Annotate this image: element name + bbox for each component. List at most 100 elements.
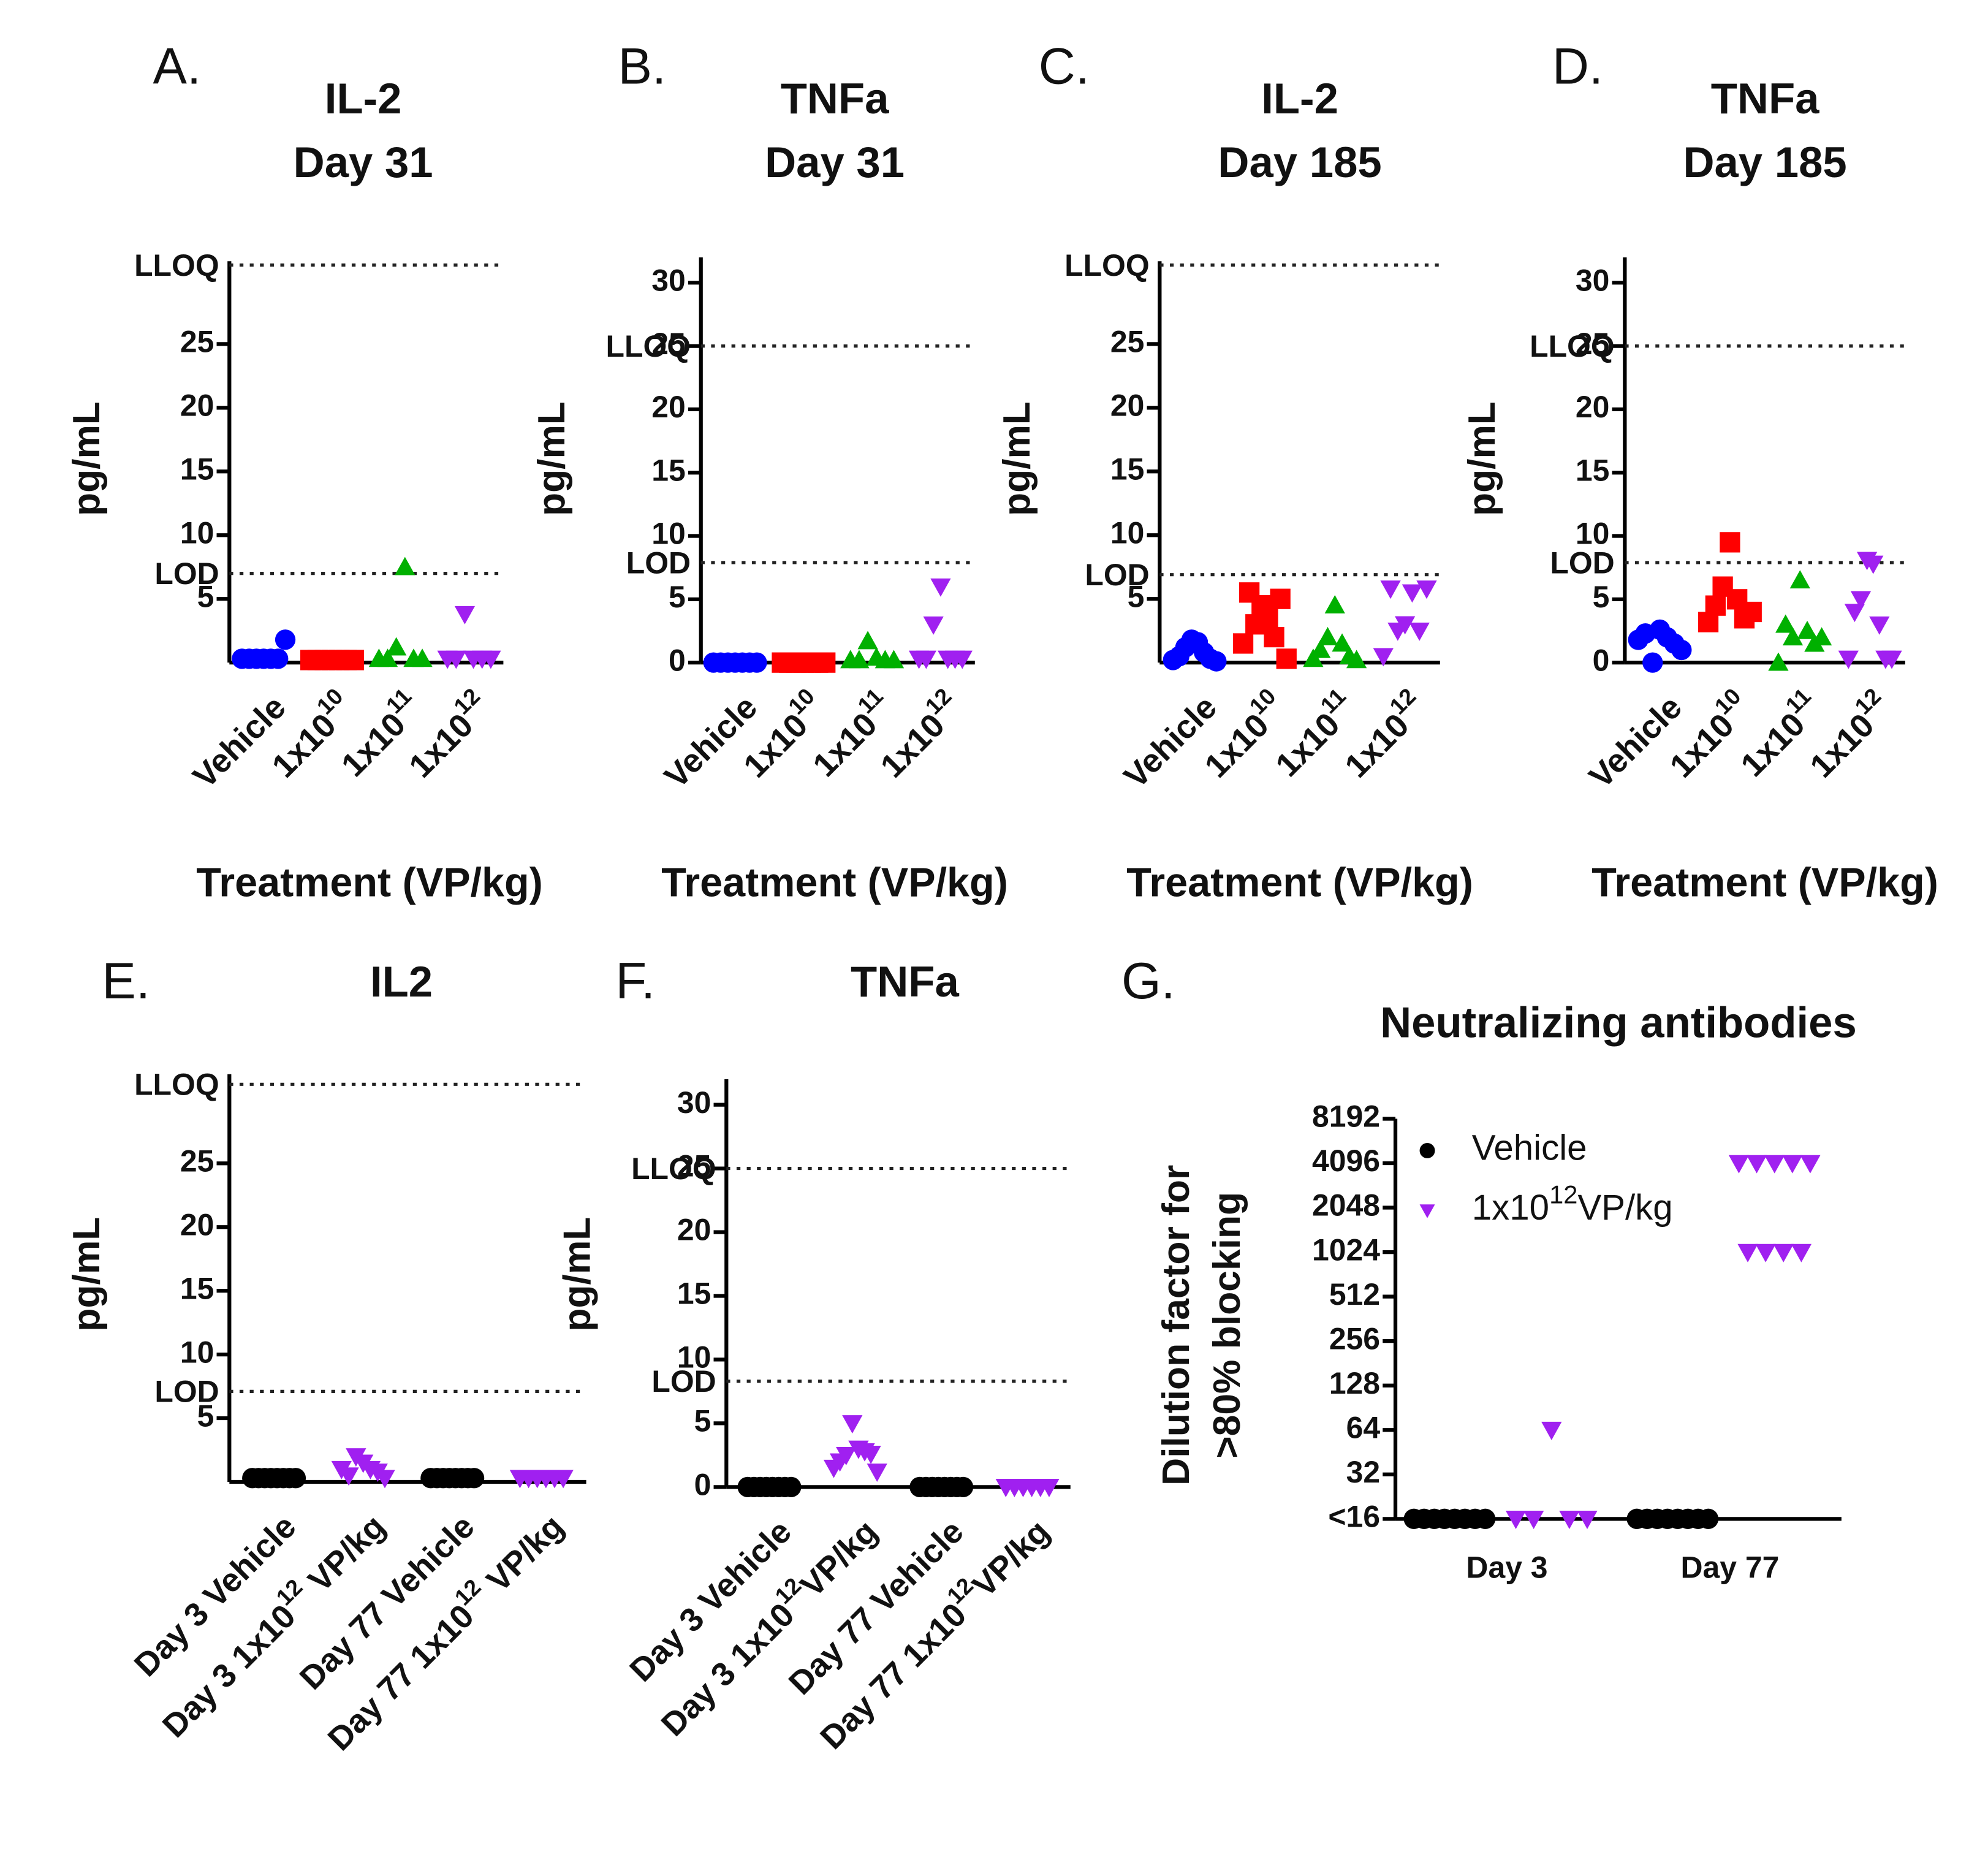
point xyxy=(338,1467,359,1486)
point xyxy=(1881,650,1902,669)
point xyxy=(1869,616,1890,635)
reference-label: LLOQ xyxy=(1064,248,1150,283)
panel-title: Day 31 xyxy=(294,138,433,186)
point xyxy=(1642,652,1663,673)
point xyxy=(1258,607,1278,629)
panel-title: Day 185 xyxy=(1683,138,1846,186)
point xyxy=(1270,588,1291,609)
y-tick-label: 0 xyxy=(694,1468,711,1502)
x-tick-label: Vehicle xyxy=(1582,689,1689,795)
y-tick-label: 10 xyxy=(180,515,214,550)
y-tick-label: 5 xyxy=(1128,579,1145,613)
y-tick-label: 20 xyxy=(1110,389,1145,423)
legend-label-part: 12 xyxy=(1549,1180,1577,1209)
legend-marker xyxy=(1419,1142,1435,1158)
x-tick-label-part: Vehicle xyxy=(658,689,764,795)
x-tick-label-part: 1x10 xyxy=(335,706,412,784)
y-axis-label: pg/mL xyxy=(66,1217,108,1332)
panel-title: Neutralizing antibodies xyxy=(1380,998,1857,1046)
point xyxy=(1782,1155,1803,1174)
y-tick-label: 20 xyxy=(677,1213,711,1247)
point xyxy=(1800,1155,1821,1174)
legend-label-part: VP/kg xyxy=(1577,1188,1672,1228)
y-tick-label: 15 xyxy=(180,452,214,486)
point xyxy=(1409,622,1430,641)
point xyxy=(1811,627,1832,646)
point xyxy=(1559,1511,1580,1529)
y-tick-label: 25 xyxy=(180,1144,214,1178)
reference-label: LOD xyxy=(626,545,691,580)
x-tick-label-part: 1x10 xyxy=(1734,706,1812,784)
y-tick-label: 25 xyxy=(1110,325,1145,359)
reference-label: LOD xyxy=(1550,545,1614,580)
panel-title: IL-2 xyxy=(325,74,402,123)
x-tick-label-part: 1x10 xyxy=(1803,707,1881,784)
x-tick-label-part: VP/kg xyxy=(473,1508,571,1606)
panel-title: TNFa xyxy=(851,957,959,1006)
point xyxy=(1746,1155,1767,1174)
point xyxy=(923,616,944,635)
point xyxy=(1505,1511,1527,1529)
point xyxy=(395,556,415,575)
panel-label: C. xyxy=(1039,37,1090,94)
point xyxy=(275,629,296,650)
point xyxy=(781,1476,802,1497)
x-axis-label: Treatment (VP/kg) xyxy=(196,860,543,906)
point xyxy=(1705,595,1726,616)
reference-label: LOD xyxy=(154,1375,219,1409)
point xyxy=(1264,626,1284,648)
legend-swatch xyxy=(1419,1204,1435,1218)
point xyxy=(857,631,878,650)
y-tick-label: 5 xyxy=(1593,580,1610,614)
point xyxy=(343,650,364,670)
x-tick-label-part: 1x10 xyxy=(402,707,480,784)
point xyxy=(1838,650,1859,669)
y-axis-label: Dilution factor for xyxy=(1155,1165,1197,1486)
legend-label-part: Vehicle xyxy=(1472,1128,1587,1168)
y-tick-label: 5 xyxy=(197,579,214,613)
y-axis-label: pg/mL xyxy=(66,401,108,516)
point xyxy=(412,648,433,667)
point xyxy=(930,578,951,597)
y-tick-label: 8192 xyxy=(1312,1099,1380,1134)
y-tick-label: 15 xyxy=(180,1271,214,1305)
point xyxy=(374,1470,395,1489)
y-tick-label: 30 xyxy=(1576,263,1610,297)
panel-label: B. xyxy=(618,37,667,94)
point xyxy=(285,1468,306,1489)
x-tick-label: Day 3 xyxy=(1466,1551,1547,1585)
panel-title: TNFa xyxy=(1711,74,1819,123)
point xyxy=(1310,639,1331,658)
y-tick-label: 2048 xyxy=(1312,1188,1380,1223)
x-tick-label: Day 77 xyxy=(1680,1551,1779,1585)
point xyxy=(1332,633,1353,652)
point xyxy=(446,650,466,669)
legend-swatch xyxy=(1419,1142,1435,1158)
y-tick-label: 5 xyxy=(197,1399,214,1433)
point xyxy=(1844,604,1865,623)
y-axis-label: pg/mL xyxy=(531,401,573,516)
x-tick-label-part: 1x10 xyxy=(1338,707,1416,784)
point xyxy=(1394,616,1416,635)
reference-label: LOD xyxy=(154,556,219,591)
x-axis-label: Treatment (VP/kg) xyxy=(1126,860,1473,906)
panel-title: IL-2 xyxy=(1261,74,1338,123)
point xyxy=(836,1447,857,1465)
y-axis-label: pg/mL xyxy=(556,1217,599,1332)
y-tick-label: 0 xyxy=(1593,643,1610,677)
y-tick-label: 10 xyxy=(677,1340,711,1375)
x-tick-label: Vehicle xyxy=(186,689,293,795)
legend-label: 1x1012VP/kg xyxy=(1472,1180,1673,1228)
point xyxy=(1768,652,1789,671)
point xyxy=(1791,1243,1812,1262)
y-tick-label: 20 xyxy=(180,389,214,423)
point xyxy=(1741,601,1762,623)
y-tick-label: 20 xyxy=(1576,390,1610,424)
y-tick-label: 30 xyxy=(651,263,686,297)
panel-label: F. xyxy=(615,952,655,1009)
y-tick-label: 512 xyxy=(1329,1277,1380,1312)
panel-title: Day 31 xyxy=(765,138,905,186)
y-tick-label: 4096 xyxy=(1312,1144,1380,1178)
panel-title: IL2 xyxy=(370,957,433,1006)
point xyxy=(463,1468,485,1489)
